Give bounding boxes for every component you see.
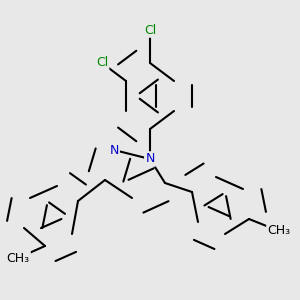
Text: N: N [109,143,119,157]
Text: Cl: Cl [96,56,108,70]
Text: Cl: Cl [144,23,156,37]
Text: N: N [145,152,155,166]
Text: CH₃: CH₃ [6,251,30,265]
Text: CH₃: CH₃ [267,224,291,238]
